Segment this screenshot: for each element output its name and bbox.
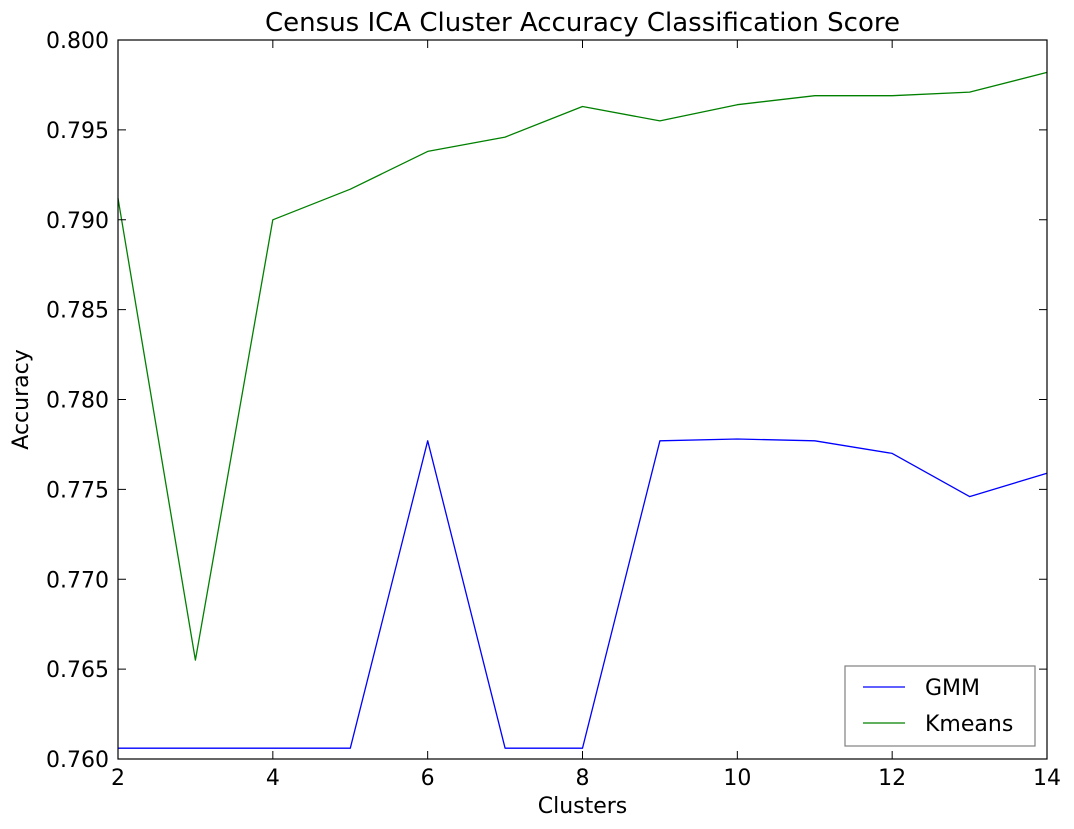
y-tick-label: 0.760: [46, 748, 109, 773]
series-line-gmm: [118, 438, 1048, 749]
y-tick-label: 0.780: [46, 389, 109, 414]
y-tick-label: 0.790: [46, 209, 109, 234]
tick-layer: 2 4 6 8 10 12 14 0.760 0.765 0.770 0.775 0.780 0.785…: [46, 29, 1061, 791]
y-tick-label: 0.765: [46, 658, 109, 683]
y-tick-label: 0.795: [46, 119, 109, 144]
x-tick-label: 8: [576, 766, 590, 791]
series-layer: [117, 71, 1048, 749]
chart-title: Census ICA Cluster Accuracy Classificati…: [265, 8, 900, 38]
x-tick-label: 12: [878, 766, 906, 791]
y-tick-label: 0.785: [46, 299, 109, 324]
x-tick-label: 10: [723, 766, 751, 791]
legend-box: [844, 665, 1036, 747]
x-axis-label: Clusters: [538, 794, 628, 819]
legend-label: GMM: [925, 676, 980, 701]
x-tick-label: 14: [1033, 766, 1061, 791]
x-tick-label: 2: [111, 766, 125, 791]
y-tick-label: 0.800: [46, 29, 109, 54]
y-tick-label: 0.770: [46, 568, 109, 593]
x-tick-label: 4: [266, 766, 280, 791]
legend-label: Kmeans: [925, 712, 1013, 737]
series-line-kmeans: [117, 71, 1048, 661]
axes-frame: [117, 39, 1048, 760]
y-tick-label: 0.775: [46, 478, 109, 503]
legend: GMM Kmeans: [844, 665, 1036, 747]
y-axis-label: Accuracy: [9, 349, 34, 449]
x-tick-label: 6: [421, 766, 435, 791]
